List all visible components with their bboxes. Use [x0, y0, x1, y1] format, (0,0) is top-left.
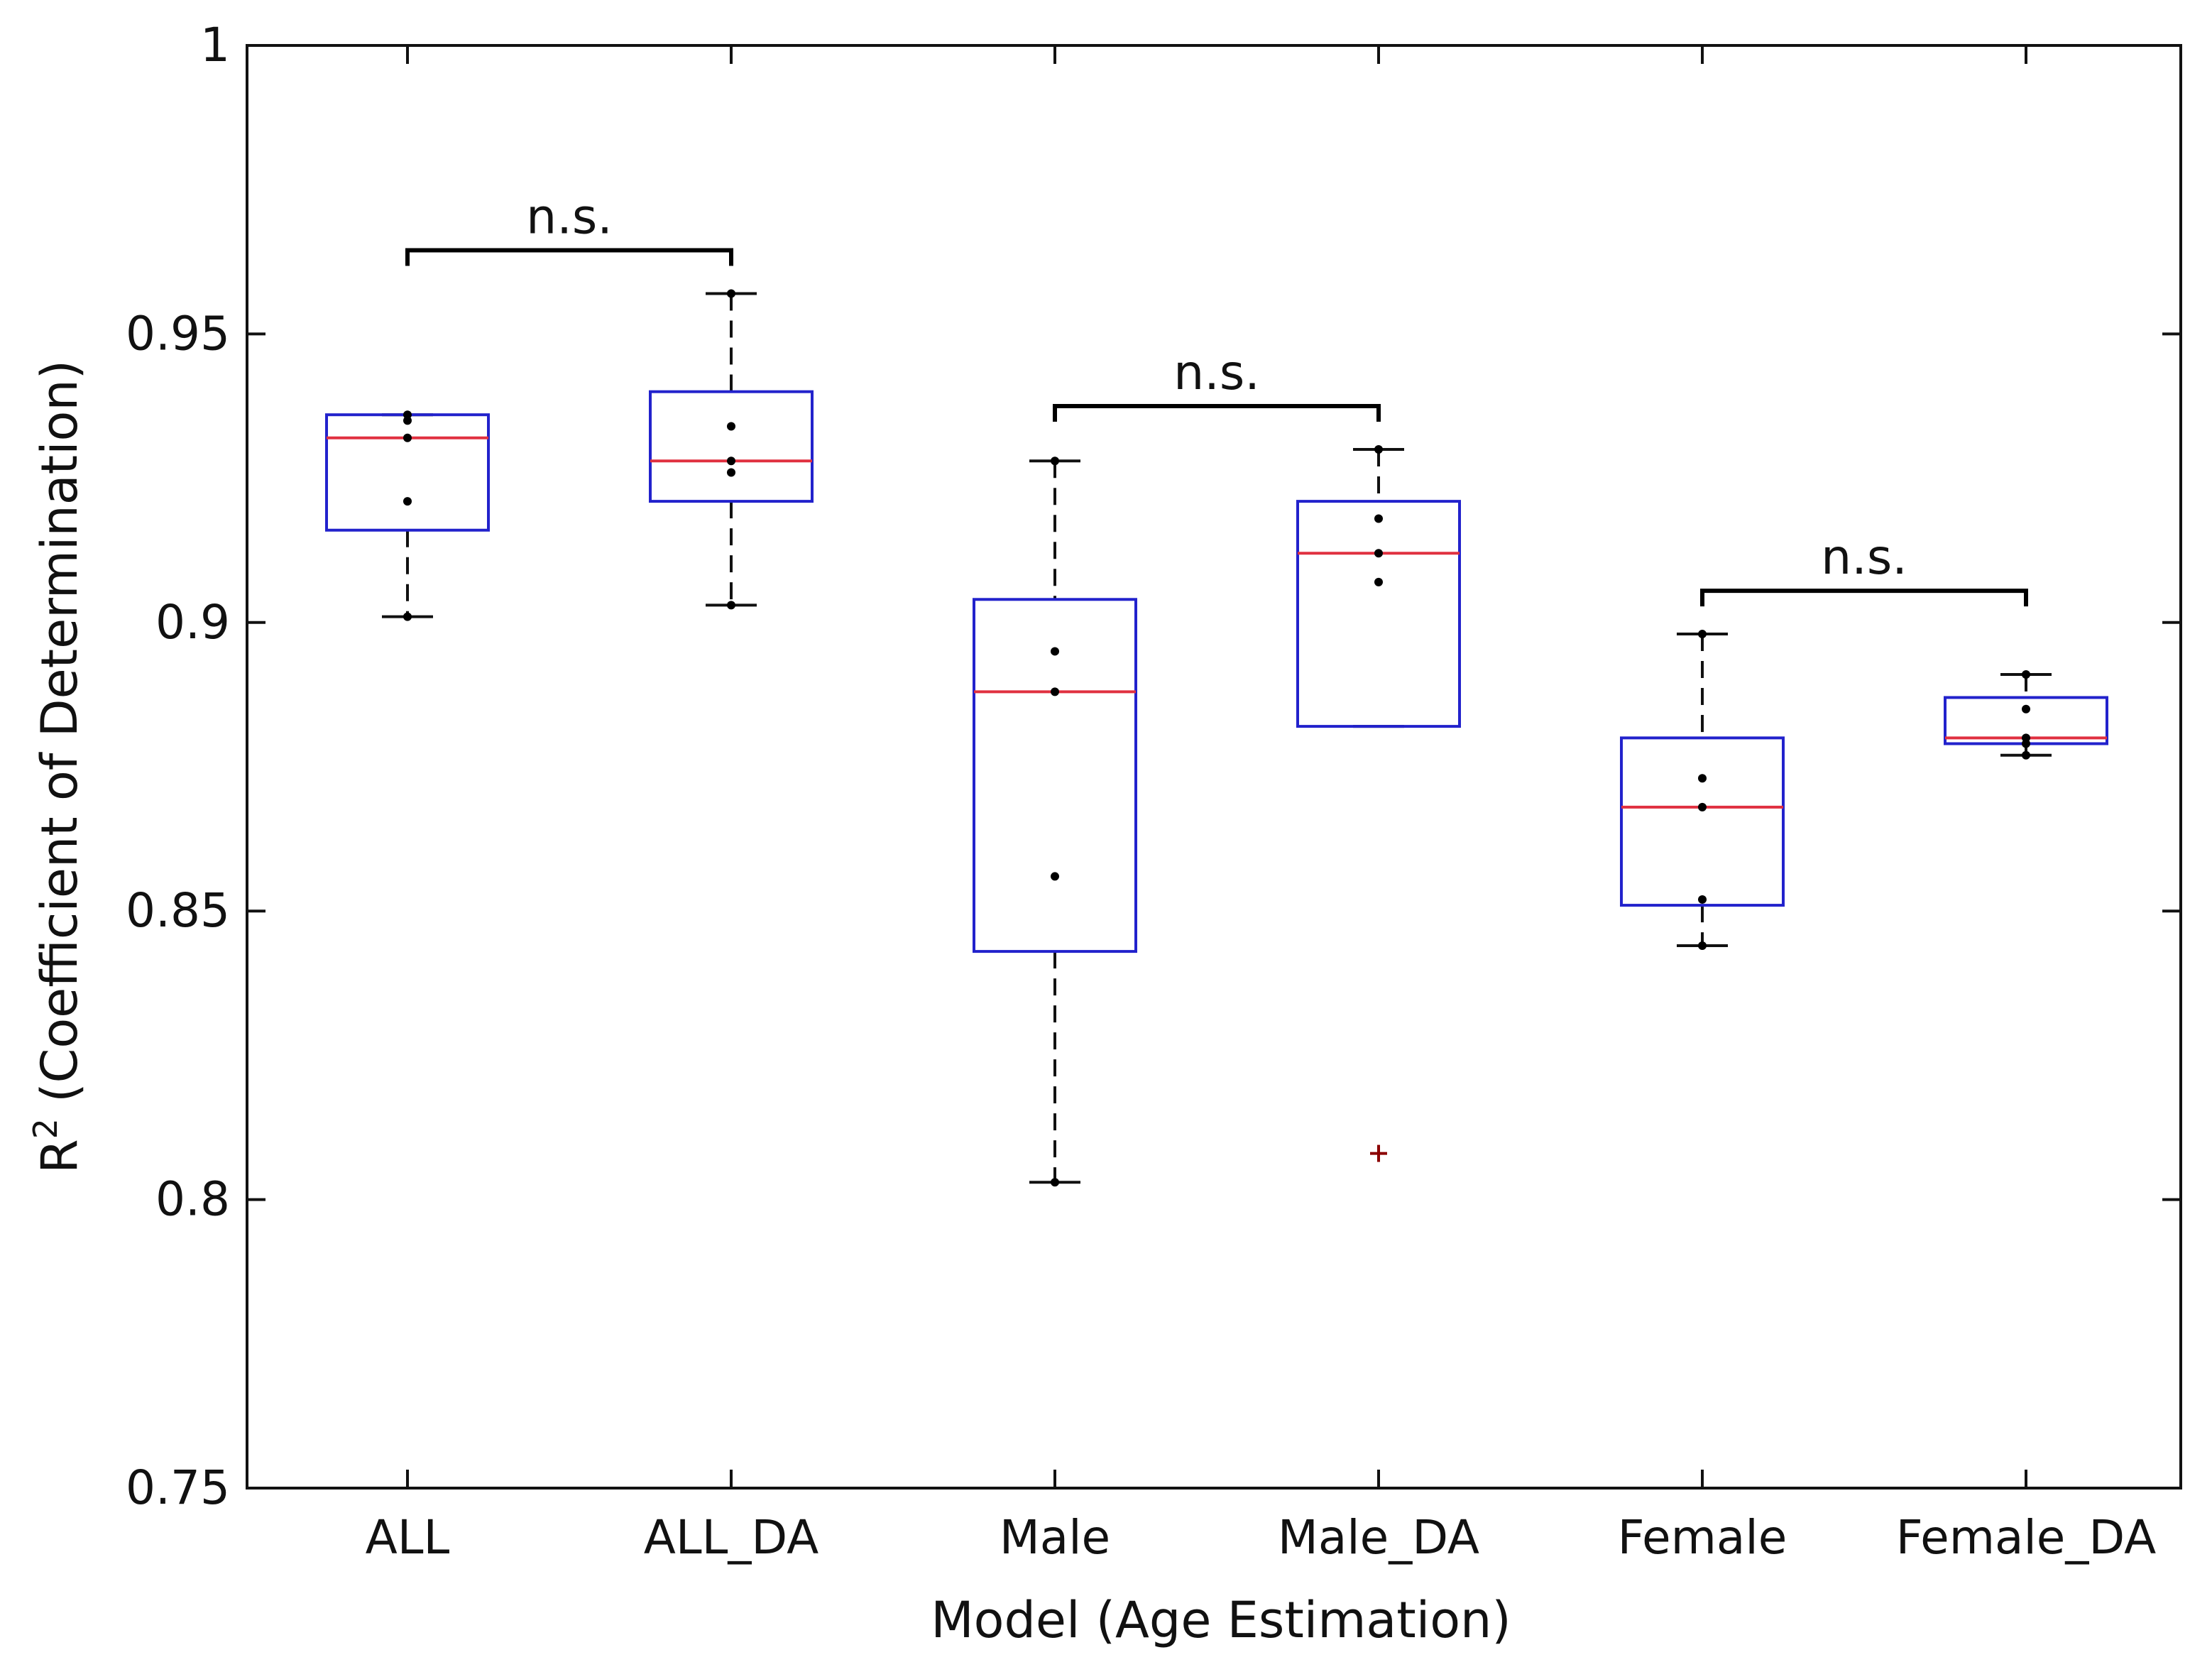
box-iqr — [1620, 736, 1785, 907]
significance-label: n.s. — [1173, 345, 1260, 401]
data-point — [727, 289, 735, 298]
significance-bracket — [405, 248, 733, 266]
significance-bracket — [1053, 404, 1381, 422]
labels-layer: 0.75 0.8 0.85 0.9 0.95 1 ALL ALL_DA Male Male_DA F… — [126, 18, 2156, 1565]
data-point — [1374, 514, 1383, 523]
data-point — [2022, 704, 2030, 714]
y-tick-label: 0.9 — [155, 595, 230, 650]
data-point — [1051, 647, 1059, 656]
data-point — [403, 433, 412, 442]
x-category-label: Male — [1000, 1510, 1110, 1565]
data-point — [403, 612, 412, 621]
data-point — [1051, 687, 1059, 696]
y-tick-label: 0.8 — [155, 1172, 230, 1227]
y-tick-label: 0.85 — [126, 883, 230, 938]
x-axis-title: Model (Age Estimation) — [931, 1591, 1511, 1649]
data-point — [1698, 895, 1707, 904]
boxes-layer — [325, 289, 2108, 1187]
data-point — [1051, 1178, 1059, 1187]
box-iqr — [973, 598, 1137, 953]
data-point — [2022, 739, 2030, 748]
data-point — [1051, 872, 1059, 881]
significance-label: n.s. — [526, 190, 613, 246]
y-axis-title-base: R — [31, 1139, 89, 1174]
y-tick-label: 0.95 — [126, 306, 230, 361]
data-point — [727, 457, 735, 466]
data-point — [2022, 669, 2030, 679]
data-point — [727, 468, 735, 477]
data-point — [1698, 802, 1707, 811]
data-point — [2022, 750, 2030, 760]
data-point — [1374, 444, 1383, 454]
plot-frame — [246, 44, 2182, 1490]
data-point — [1698, 941, 1707, 950]
x-category-label: Female — [1618, 1510, 1787, 1565]
box-iqr — [1296, 500, 1461, 728]
box-iqr — [649, 390, 814, 503]
data-point — [1051, 457, 1059, 466]
y-axis-title: R2 (Coefficient of Determination) — [26, 360, 89, 1174]
x-category-label: ALL_DA — [644, 1510, 819, 1565]
y-tick-label: 1 — [200, 18, 230, 72]
y-tick-label: 0.75 — [126, 1460, 230, 1515]
data-point — [1374, 549, 1383, 558]
significance-label: n.s. — [1821, 530, 1907, 586]
data-point — [1698, 630, 1707, 639]
x-category-label: Male_DA — [1278, 1510, 1479, 1565]
x-category-label: Female_DA — [1896, 1510, 2156, 1565]
data-point — [1374, 577, 1383, 586]
data-point — [403, 416, 412, 425]
y-axis-title-superscript: 2 — [26, 1118, 65, 1139]
data-point — [727, 422, 735, 431]
data-point — [727, 601, 735, 610]
data-point — [403, 497, 412, 506]
y-axis-title-rest: (Coefficient of Determination) — [31, 360, 89, 1118]
x-category-label: ALL — [366, 1510, 450, 1565]
significance-layer: n.s. n.s. n.s. — [405, 190, 2028, 607]
significance-bracket — [1700, 589, 2028, 607]
data-point — [1698, 774, 1707, 783]
